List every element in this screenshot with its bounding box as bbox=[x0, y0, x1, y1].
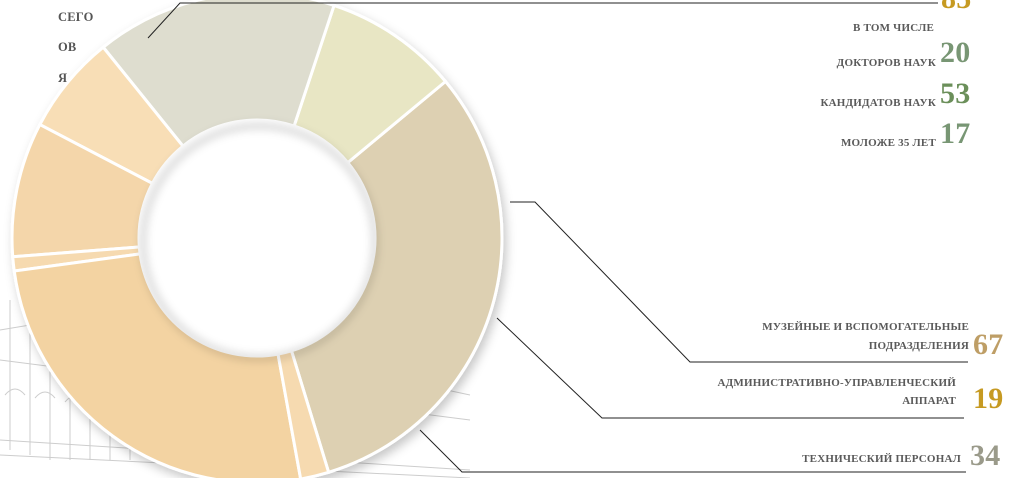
header-title-line-2: ОВ bbox=[58, 40, 77, 54]
breakdown-label-young: МОЛОЖЕ 35 ЛЕТ bbox=[840, 137, 936, 149]
leader-line-technical bbox=[419, 429, 966, 473]
breakdown-label-candidates: КАНДИДАТОВ НАУК bbox=[820, 97, 936, 109]
legend-label-museum-line-2: ПОДРАЗДЕЛЕНИЯ bbox=[868, 340, 969, 352]
breakdown-value-doctors: 20 bbox=[940, 36, 971, 69]
legend-value-admin: 19 bbox=[973, 382, 1004, 415]
legend-label-admin-line-2: АППАРАТ bbox=[902, 395, 956, 407]
donut-hole-shadow bbox=[139, 122, 379, 362]
total-value: 85 bbox=[941, 0, 971, 14]
legend-label-technical: ТЕХНИЧЕСКИЙ ПЕРСОНАЛ bbox=[802, 453, 961, 465]
legend-value-museum: 67 bbox=[973, 328, 1004, 361]
donut-chart bbox=[10, 0, 504, 478]
leader-line-total bbox=[147, 2, 938, 39]
legend-value-technical: 34 bbox=[970, 439, 1001, 472]
leader-line-museum bbox=[510, 201, 968, 363]
legend-label-admin-line-1: АДМИНИСТРАТИВНО-УПРАВЛЕНЧЕСКИЙ bbox=[717, 377, 956, 389]
header-title-line-1: СЕГО bbox=[58, 10, 94, 24]
leader-line-admin bbox=[496, 317, 964, 419]
legend-label-museum-line-1: МУЗЕЙНЫЕ И ВСПОМОГАТЕЛЬНЫЕ bbox=[762, 321, 969, 333]
breakdown-value-young: 17 bbox=[940, 117, 971, 150]
breakdown-label-doctors: ДОКТОРОВ НАУК bbox=[836, 57, 936, 69]
breakdown-heading: В ТОМ ЧИСЛЕ bbox=[853, 22, 934, 34]
breakdown-value-candidates: 53 bbox=[940, 77, 971, 110]
header-title-line-3: Я bbox=[58, 71, 68, 85]
donut-hole bbox=[139, 120, 375, 356]
